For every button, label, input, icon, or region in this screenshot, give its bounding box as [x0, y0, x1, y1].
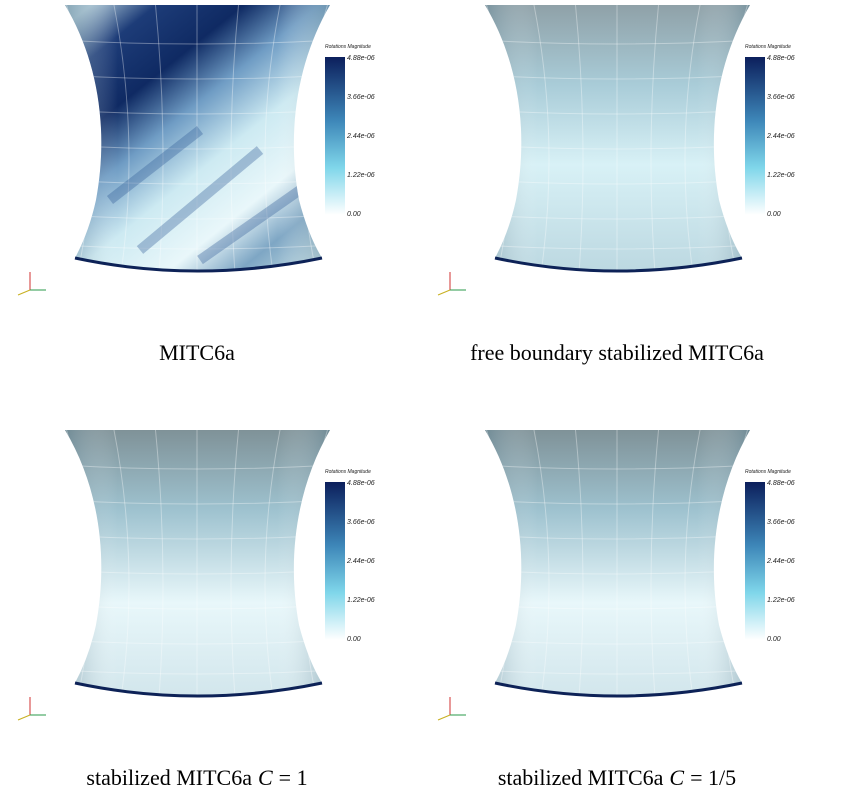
- colorbar: [325, 57, 345, 215]
- caption-text: free boundary stabilized MITC6a: [470, 340, 764, 365]
- mesh-line: [532, 430, 550, 696]
- colorbar-tick-label: 0.00: [347, 211, 361, 218]
- colorbar-tick-label: 4.88e-06: [347, 55, 375, 62]
- mesh-line: [230, 5, 240, 271]
- bottom-edge: [494, 256, 743, 273]
- shell-shading: [485, 430, 750, 696]
- colorbar-title: Rotations Magnitude: [745, 44, 791, 50]
- mesh-line: [485, 39, 750, 45]
- colorbar-tick-label: 1.22e-06: [767, 172, 795, 179]
- bottom-edge: [74, 681, 323, 698]
- caption: stabilized MITC6a C = 1: [86, 765, 307, 790]
- colorbar-tick-label: 2.44e-06: [346, 558, 375, 565]
- mesh-line: [684, 5, 702, 271]
- shell-shading: [485, 5, 750, 271]
- colorbar-tick-label: 4.88e-06: [767, 55, 795, 62]
- colorbar-tick-label: 1.22e-06: [347, 597, 375, 604]
- panel: Rotations Magnitude 4.88e-06 3.66e-06 2.44e…: [17, 430, 375, 790]
- colorbar-tick-label: 2.44e-06: [766, 558, 795, 565]
- caption: stabilized MITC6a C = 1/5: [498, 765, 736, 790]
- mesh-line: [65, 74, 330, 80]
- axis-y: [17, 714, 31, 721]
- mesh-line: [485, 639, 750, 645]
- mesh-line: [485, 214, 750, 220]
- panel: Rotations Magnitude 4.88e-06 3.66e-06 2.44e…: [437, 430, 795, 790]
- mesh-line: [65, 39, 330, 45]
- caption-text: MITC6a: [159, 340, 235, 365]
- caption: MITC6a: [159, 340, 235, 365]
- caption-text: stabilized MITC6a: [498, 765, 664, 790]
- mesh-line: [485, 74, 750, 80]
- mesh-line: [154, 5, 164, 271]
- bottom-edge: [74, 256, 323, 273]
- colorbar-tick-label: 3.66e-06: [767, 519, 795, 526]
- colorbar-tick-label: 1.22e-06: [347, 172, 375, 179]
- colorbar-tick-label: 4.88e-06: [347, 480, 375, 487]
- colorbar-tick-label: 0.00: [767, 636, 781, 643]
- axis-y: [437, 714, 451, 721]
- mesh-line: [574, 430, 584, 696]
- mesh-line: [574, 5, 584, 271]
- mesh-line: [230, 430, 240, 696]
- mesh-line: [485, 669, 750, 675]
- mesh-line: [65, 499, 330, 505]
- caption-math-var: C: [669, 765, 684, 790]
- caption: free boundary stabilized MITC6a: [470, 340, 764, 365]
- axis-y: [437, 289, 451, 296]
- streak: [136, 146, 264, 254]
- caption-text: stabilized MITC6a: [86, 765, 252, 790]
- streak: [197, 185, 303, 265]
- mesh-line: [65, 464, 330, 470]
- mesh-line: [684, 430, 702, 696]
- shell-shading: [65, 5, 330, 271]
- mesh-line: [264, 430, 282, 696]
- colorbar-tick-label: 2.44e-06: [766, 133, 795, 140]
- mesh-line: [532, 5, 550, 271]
- mesh-line: [154, 430, 164, 696]
- mesh-line: [112, 430, 130, 696]
- colorbar-tick-label: 3.66e-06: [347, 519, 375, 526]
- mesh-line: [650, 5, 660, 271]
- colorbar-tick-label: 3.66e-06: [347, 94, 375, 101]
- streak: [106, 126, 204, 204]
- mesh-line: [65, 244, 330, 250]
- mesh-line: [485, 499, 750, 505]
- mesh-line: [65, 214, 330, 220]
- colorbar: [745, 482, 765, 640]
- colorbar: [745, 57, 765, 215]
- colorbar-tick-label: 0.00: [767, 211, 781, 218]
- colorbar-tick-label: 0.00: [347, 636, 361, 643]
- mesh-line: [65, 669, 330, 675]
- mesh-line: [485, 244, 750, 250]
- bottom-edge: [494, 681, 743, 698]
- colorbar-tick-label: 3.66e-06: [767, 94, 795, 101]
- colorbar-tick-label: 4.88e-06: [767, 480, 795, 487]
- colorbar-tick-label: 2.44e-06: [346, 133, 375, 140]
- colorbar-tick-label: 1.22e-06: [767, 597, 795, 604]
- shell-shading: [65, 430, 330, 696]
- caption-math-var: C: [258, 765, 273, 790]
- mesh-line: [112, 5, 130, 271]
- rotation-streaks: [106, 126, 303, 265]
- colorbar-title: Rotations Magnitude: [745, 469, 791, 475]
- colorbar-title: Rotations Magnitude: [325, 44, 371, 50]
- mesh-line: [485, 464, 750, 470]
- mesh-line: [264, 5, 282, 271]
- caption-math-rest: = 1/5: [690, 765, 736, 790]
- panel: Rotations Magnitude 4.88e-06 3.66e-06 2.44e…: [17, 5, 375, 365]
- colorbar-title: Rotations Magnitude: [325, 469, 371, 475]
- panel: Rotations Magnitude 4.88e-06 3.66e-06 2.44e…: [437, 5, 795, 365]
- caption-math-rest: = 1: [279, 765, 308, 790]
- mesh-line: [650, 430, 660, 696]
- colorbar: [325, 482, 345, 640]
- mesh-line: [65, 639, 330, 645]
- axis-y: [17, 289, 31, 296]
